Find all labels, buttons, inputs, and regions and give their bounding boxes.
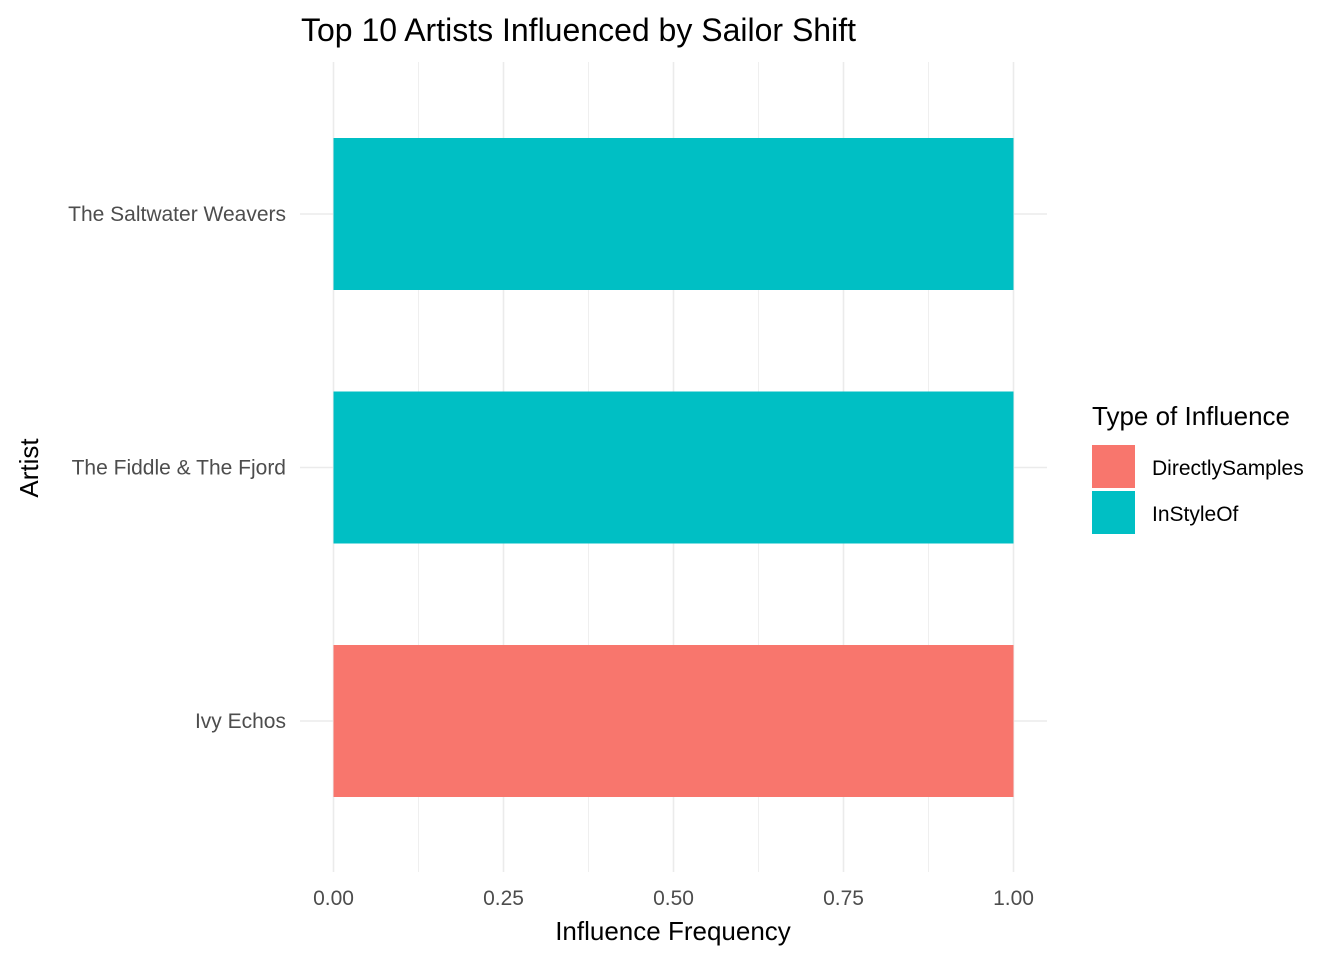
y-tick-labels: Ivy Echos The Fiddle & The Fjord The Saltw… (68, 203, 286, 733)
bar-layer (333, 138, 1014, 797)
y-tick-label: The Fiddle & The Fjord (72, 457, 286, 480)
x-tick-label: 1.00 (993, 887, 1034, 910)
x-tick-label: 0.25 (483, 887, 524, 910)
legend-label: DirectlySamples (1152, 457, 1304, 480)
y-tick-label: Ivy Echos (195, 710, 286, 733)
y-tick-label: The Saltwater Weavers (68, 203, 286, 226)
x-tick-label: 0.75 (823, 887, 864, 910)
x-tick-label: 0.50 (653, 887, 694, 910)
x-tick-label: 0.00 (313, 887, 354, 910)
legend-key (1092, 445, 1135, 488)
legend-key (1092, 491, 1135, 534)
legend-title: Type of Influence (1092, 401, 1290, 431)
bar (333, 138, 1014, 290)
legend-label: InStyleOf (1152, 503, 1239, 526)
legend-items: DirectlySamples InStyleOf (1092, 445, 1304, 534)
y-axis-title: Artist (14, 438, 44, 498)
x-axis-title: Influence Frequency (555, 916, 791, 946)
legend: Type of Influence DirectlySamples InStyle… (1092, 401, 1304, 534)
x-tick-labels: 0.00 0.25 0.50 0.75 1.00 (313, 887, 1034, 910)
bar (333, 645, 1014, 797)
chart-title: Top 10 Artists Influenced by Sailor Shif… (301, 12, 856, 48)
bar (333, 391, 1014, 544)
